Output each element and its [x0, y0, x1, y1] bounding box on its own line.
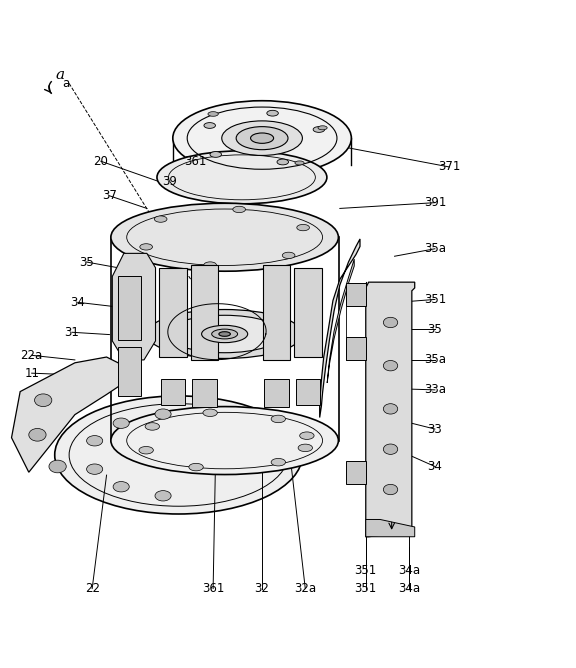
- Ellipse shape: [212, 329, 238, 339]
- Ellipse shape: [155, 490, 171, 501]
- Ellipse shape: [204, 123, 215, 128]
- Ellipse shape: [297, 224, 309, 230]
- Text: 37: 37: [102, 189, 117, 202]
- Ellipse shape: [384, 444, 398, 454]
- Text: 351: 351: [424, 293, 446, 306]
- Text: 22a: 22a: [21, 349, 43, 362]
- Ellipse shape: [271, 415, 286, 423]
- Ellipse shape: [313, 127, 325, 132]
- Ellipse shape: [298, 444, 313, 452]
- Text: a: a: [63, 77, 70, 90]
- Ellipse shape: [155, 409, 171, 420]
- Text: 31: 31: [65, 326, 79, 339]
- Ellipse shape: [55, 396, 302, 514]
- Polygon shape: [112, 253, 156, 360]
- Ellipse shape: [29, 428, 46, 441]
- Ellipse shape: [111, 203, 339, 271]
- Ellipse shape: [86, 436, 103, 446]
- Ellipse shape: [277, 159, 289, 165]
- Polygon shape: [366, 520, 415, 537]
- Ellipse shape: [173, 101, 351, 176]
- Ellipse shape: [113, 482, 129, 492]
- Ellipse shape: [140, 244, 153, 250]
- Ellipse shape: [49, 460, 66, 473]
- Ellipse shape: [139, 446, 153, 454]
- FancyBboxPatch shape: [118, 277, 141, 340]
- Polygon shape: [366, 282, 415, 537]
- Ellipse shape: [236, 127, 288, 150]
- Ellipse shape: [86, 464, 103, 474]
- Polygon shape: [12, 357, 124, 472]
- Ellipse shape: [384, 403, 398, 414]
- Text: 361: 361: [185, 155, 207, 168]
- Ellipse shape: [233, 206, 245, 212]
- FancyBboxPatch shape: [118, 347, 141, 396]
- Text: 35: 35: [79, 255, 94, 269]
- FancyBboxPatch shape: [161, 379, 185, 405]
- Text: 33a: 33a: [424, 383, 446, 396]
- Text: 391: 391: [424, 196, 446, 209]
- FancyBboxPatch shape: [192, 379, 217, 407]
- Text: 20: 20: [93, 155, 108, 168]
- Polygon shape: [327, 259, 354, 383]
- Text: 34a: 34a: [398, 564, 420, 576]
- FancyBboxPatch shape: [264, 379, 289, 407]
- FancyBboxPatch shape: [159, 268, 187, 357]
- Ellipse shape: [157, 151, 327, 204]
- Ellipse shape: [35, 394, 52, 407]
- Text: 39: 39: [162, 175, 177, 188]
- Ellipse shape: [267, 110, 278, 116]
- Ellipse shape: [204, 262, 217, 268]
- FancyBboxPatch shape: [294, 268, 322, 357]
- Ellipse shape: [203, 409, 217, 417]
- Text: 35: 35: [427, 323, 442, 336]
- Text: 35a: 35a: [424, 242, 446, 255]
- Ellipse shape: [147, 309, 302, 359]
- Text: 34: 34: [427, 460, 442, 473]
- Text: a: a: [56, 67, 65, 81]
- Text: 33: 33: [427, 423, 442, 436]
- Ellipse shape: [111, 407, 339, 474]
- Ellipse shape: [222, 121, 302, 156]
- Ellipse shape: [189, 464, 203, 471]
- Ellipse shape: [219, 332, 230, 336]
- Text: 361: 361: [202, 582, 224, 595]
- Text: 351: 351: [355, 582, 377, 595]
- Polygon shape: [346, 283, 366, 307]
- Ellipse shape: [202, 325, 248, 343]
- Text: 351: 351: [355, 564, 377, 576]
- Ellipse shape: [384, 361, 398, 371]
- Text: 34a: 34a: [398, 582, 420, 595]
- Polygon shape: [346, 337, 366, 360]
- Ellipse shape: [300, 432, 314, 440]
- Ellipse shape: [167, 315, 282, 353]
- Polygon shape: [346, 461, 366, 484]
- Ellipse shape: [251, 133, 274, 144]
- Ellipse shape: [384, 317, 398, 328]
- Ellipse shape: [318, 126, 327, 130]
- Text: 35a: 35a: [424, 353, 446, 367]
- Ellipse shape: [295, 161, 304, 165]
- Ellipse shape: [210, 152, 222, 158]
- Ellipse shape: [208, 112, 218, 116]
- Polygon shape: [320, 239, 360, 418]
- Ellipse shape: [154, 216, 167, 222]
- Text: 34: 34: [70, 296, 85, 309]
- Text: 371: 371: [438, 160, 460, 174]
- Ellipse shape: [145, 423, 160, 430]
- Text: 32: 32: [255, 582, 270, 595]
- Text: 32a: 32a: [294, 582, 316, 595]
- FancyBboxPatch shape: [191, 265, 218, 360]
- Ellipse shape: [271, 458, 286, 466]
- Ellipse shape: [282, 253, 295, 259]
- FancyBboxPatch shape: [263, 265, 290, 360]
- FancyBboxPatch shape: [296, 379, 320, 405]
- Text: 22: 22: [85, 582, 100, 595]
- Ellipse shape: [113, 418, 129, 428]
- Ellipse shape: [384, 484, 398, 495]
- Text: 11: 11: [24, 367, 39, 379]
